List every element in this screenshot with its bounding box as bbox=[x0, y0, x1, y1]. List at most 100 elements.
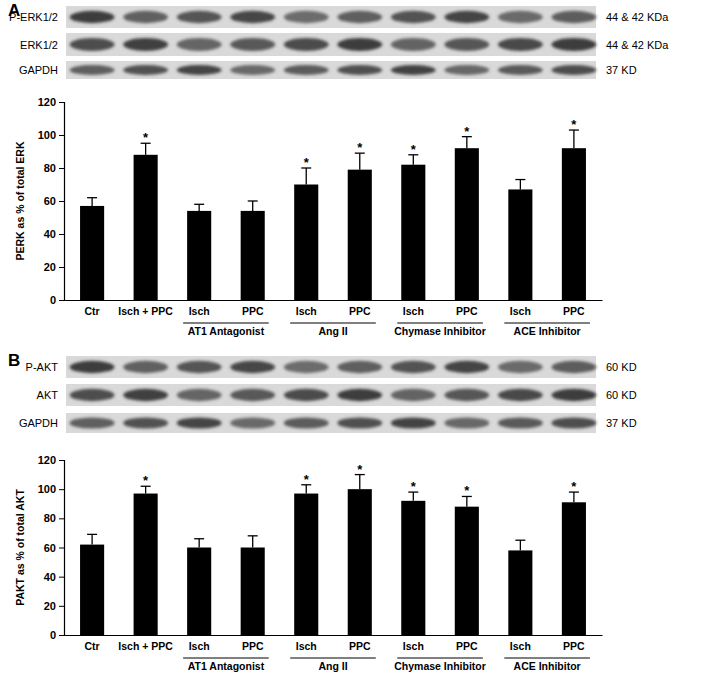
y-tick: 60 bbox=[44, 195, 64, 207]
blot-band bbox=[123, 38, 168, 51]
error-bar-stem bbox=[199, 204, 200, 211]
x-tick: Isch + PPC bbox=[118, 300, 173, 317]
blot-band bbox=[284, 389, 329, 401]
x-tick: PPC bbox=[242, 300, 264, 317]
group-line bbox=[183, 658, 269, 659]
bar bbox=[134, 494, 158, 635]
blot-strip bbox=[66, 6, 596, 28]
bar bbox=[562, 148, 586, 300]
error-bar bbox=[355, 475, 365, 490]
y-tick: 120 bbox=[38, 96, 64, 108]
y-tick: 80 bbox=[44, 512, 64, 524]
x-tick-label: PPC bbox=[563, 305, 585, 317]
y-tick-label: 60 bbox=[44, 195, 56, 207]
x-tick-label: Isch bbox=[296, 640, 317, 652]
blot-label: GAPDH bbox=[19, 417, 58, 429]
y-tick-mark bbox=[59, 606, 64, 607]
panel: AP-ERK1/244 & 42 KDaERK1/244 & 42 KDaGAP… bbox=[8, 1, 669, 337]
y-tick-mark bbox=[59, 102, 64, 103]
blot-band bbox=[444, 389, 489, 401]
blot-band bbox=[391, 417, 436, 428]
x-tick: Isch bbox=[403, 635, 424, 652]
significance-mark: * bbox=[357, 140, 363, 155]
significance-mark: * bbox=[464, 483, 470, 498]
error-bar-cap bbox=[515, 540, 525, 541]
y-tick-label: 80 bbox=[44, 162, 56, 174]
blot-band bbox=[284, 65, 329, 75]
y-tick: 100 bbox=[38, 483, 64, 495]
x-tick-label: Isch bbox=[189, 640, 210, 652]
blot-band bbox=[177, 361, 222, 373]
x-tick: Isch bbox=[189, 635, 210, 652]
blot-band bbox=[498, 361, 543, 373]
marks bbox=[80, 130, 586, 300]
x-tick: Isch + PPC bbox=[118, 635, 173, 652]
blot-band bbox=[70, 417, 115, 428]
error-bar bbox=[87, 198, 97, 206]
bar bbox=[187, 211, 211, 300]
blot-band bbox=[498, 417, 543, 428]
bar bbox=[562, 502, 586, 635]
blot-band bbox=[551, 65, 596, 75]
blot-band bbox=[498, 38, 543, 51]
significance-mark: * bbox=[304, 472, 310, 487]
x-tick-label: Isch + PPC bbox=[118, 305, 173, 317]
x-tick-label: PPC bbox=[242, 305, 264, 317]
x-tick: PPC bbox=[456, 635, 478, 652]
y-tick-mark bbox=[59, 635, 64, 636]
blot-strip bbox=[66, 61, 596, 79]
x-tick: PPC bbox=[349, 635, 371, 652]
error-bar bbox=[194, 539, 204, 548]
x-tick: PPC bbox=[349, 300, 371, 317]
error-bar-stem bbox=[520, 180, 521, 190]
blot-band bbox=[444, 38, 489, 51]
bar bbox=[241, 211, 265, 300]
error-bar-stem bbox=[252, 201, 253, 211]
y-tick-label: 40 bbox=[44, 228, 56, 240]
blot-label: ERK1/2 bbox=[20, 39, 58, 51]
bar bbox=[401, 165, 425, 300]
y-tick: 120 bbox=[38, 454, 64, 466]
error-bar bbox=[248, 201, 258, 211]
blot-band bbox=[230, 389, 275, 401]
x-tick-label: Isch + PPC bbox=[118, 640, 173, 652]
blot-band bbox=[70, 38, 115, 51]
x-tick-label: Isch bbox=[510, 640, 531, 652]
y-tick-label: 120 bbox=[38, 96, 56, 108]
error-bar-cap bbox=[194, 204, 204, 205]
blot-band bbox=[123, 389, 168, 401]
bar bbox=[294, 494, 318, 635]
error-bar bbox=[569, 130, 579, 148]
blot-band bbox=[70, 11, 115, 23]
blot-label: AKT bbox=[37, 389, 59, 401]
group-label: Chymase Inhibitor bbox=[394, 325, 486, 337]
blot-band bbox=[230, 417, 275, 428]
blot-size: 37 KD bbox=[606, 64, 637, 76]
group-line bbox=[290, 658, 376, 659]
blot-band bbox=[177, 65, 222, 75]
bar bbox=[134, 155, 158, 300]
error-bar-stem bbox=[573, 130, 574, 148]
blot-band bbox=[498, 11, 543, 23]
blot-size: 60 KD bbox=[606, 389, 637, 401]
error-bar-cap bbox=[248, 200, 258, 201]
error-bar-cap bbox=[194, 538, 204, 539]
error-bar-stem bbox=[91, 198, 92, 206]
bar bbox=[80, 545, 104, 635]
blot-band bbox=[177, 38, 222, 51]
group-line bbox=[290, 323, 376, 324]
panel: BP-AKT60 KDAKT60 KDGAPDH37 KD******02040… bbox=[8, 351, 637, 672]
blot-band bbox=[337, 11, 382, 23]
x-tick: Isch bbox=[510, 300, 531, 317]
y-tick-label: 20 bbox=[44, 600, 56, 612]
group-label: AT1 Antagonist bbox=[188, 660, 265, 672]
blot-band bbox=[391, 11, 436, 23]
x-tick: Isch bbox=[189, 300, 210, 317]
blot: P-ERK1/244 & 42 KDaERK1/244 & 42 KDaGAPD… bbox=[9, 6, 669, 79]
group-labels: AT1 AntagonistAng IIChymase InhibitorACE… bbox=[183, 658, 590, 672]
significance-mark: * bbox=[411, 142, 417, 157]
blot-band bbox=[337, 38, 382, 51]
x-tick-label: PPC bbox=[349, 305, 371, 317]
y-tick: 0 bbox=[50, 629, 64, 641]
x-tick-label: Isch bbox=[403, 305, 424, 317]
